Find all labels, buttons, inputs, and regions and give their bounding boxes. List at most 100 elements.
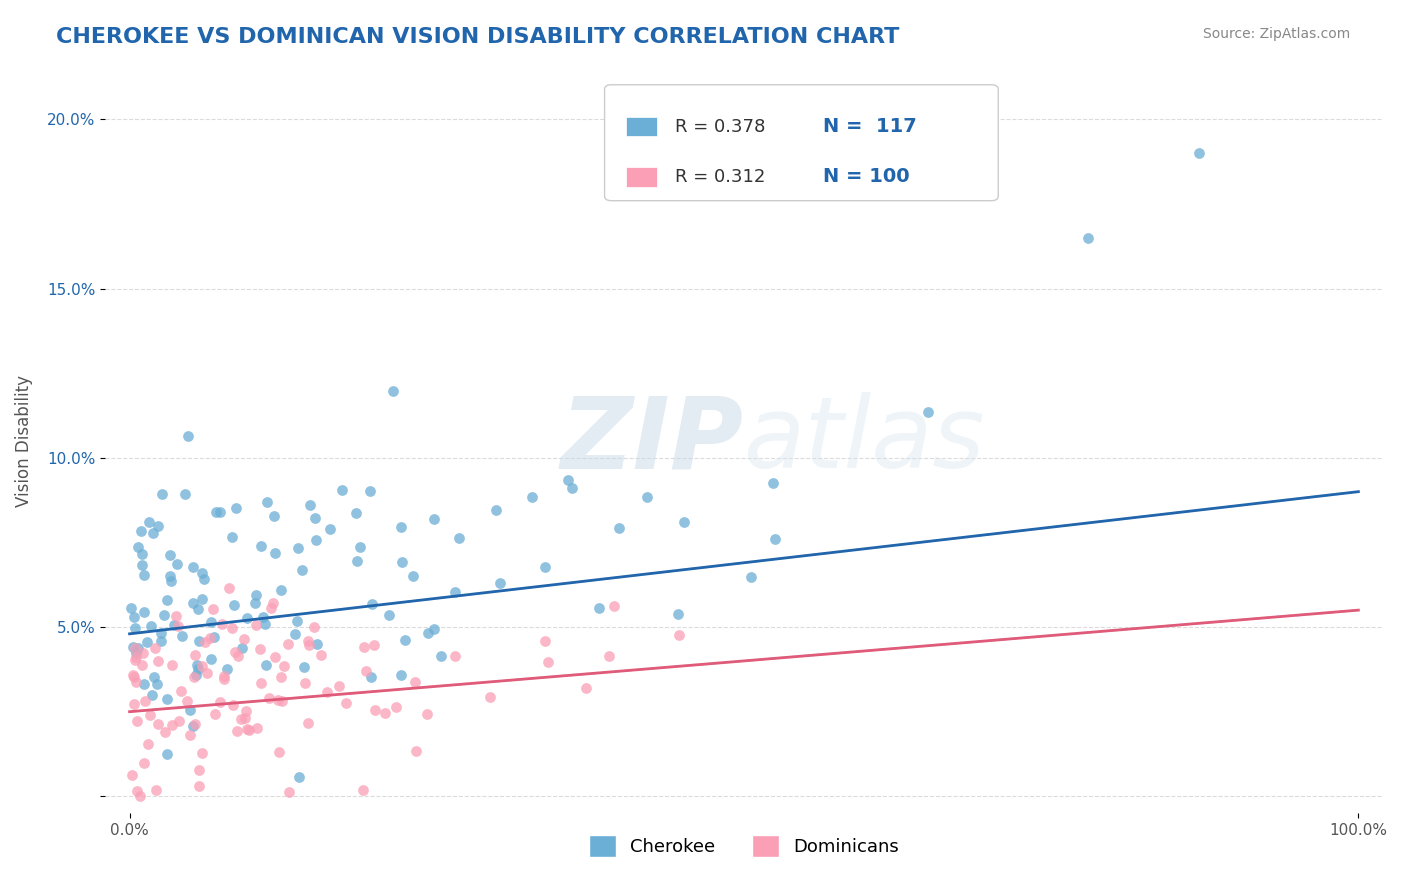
Point	[354, 664, 377, 678]
Point	[534, 633, 557, 648]
Point	[145, 783, 167, 797]
Point	[177, 429, 200, 443]
Point	[423, 622, 446, 636]
Point	[122, 670, 145, 684]
Point	[167, 619, 190, 633]
Point	[254, 658, 277, 673]
Point	[225, 500, 247, 515]
Point	[146, 677, 169, 691]
Point	[256, 495, 278, 509]
Point	[479, 690, 502, 705]
Point	[212, 672, 235, 686]
Point	[146, 654, 169, 668]
Point	[233, 632, 256, 646]
Point	[1188, 146, 1211, 161]
Point	[444, 648, 467, 663]
Point	[187, 662, 209, 676]
Point	[221, 530, 243, 544]
Point	[221, 621, 243, 635]
Point	[132, 568, 155, 582]
Point	[170, 684, 193, 698]
Text: R = 0.378: R = 0.378	[675, 118, 765, 136]
Point	[305, 637, 328, 651]
Point	[127, 640, 149, 655]
Point	[166, 557, 188, 571]
Text: atlas: atlas	[744, 392, 986, 490]
Point	[288, 770, 311, 784]
Point	[346, 554, 368, 568]
Point	[561, 481, 583, 495]
Point	[385, 700, 408, 714]
Point	[125, 675, 148, 690]
Point	[193, 635, 215, 649]
Point	[188, 780, 211, 794]
Text: CHEROKEE VS DOMINICAN VISION DISABILITY CORRELATION CHART: CHEROKEE VS DOMINICAN VISION DISABILITY …	[56, 27, 900, 46]
Point	[131, 558, 153, 573]
Point	[740, 570, 762, 584]
Point	[146, 716, 169, 731]
Point	[187, 602, 209, 616]
Point	[202, 602, 225, 616]
Point	[363, 639, 385, 653]
Point	[485, 503, 508, 517]
Point	[309, 648, 332, 662]
Point	[304, 619, 326, 633]
Legend: Cherokee, Dominicans: Cherokee, Dominicans	[582, 827, 907, 863]
Point	[181, 719, 204, 733]
Point	[156, 747, 179, 761]
Point	[139, 619, 162, 633]
Point	[236, 722, 259, 736]
Point	[533, 559, 555, 574]
Point	[292, 660, 315, 674]
Point	[360, 670, 382, 684]
Point	[391, 555, 413, 569]
Point	[184, 717, 207, 731]
Point	[418, 626, 440, 640]
Point	[162, 618, 184, 632]
Point	[359, 484, 381, 499]
Point	[246, 722, 269, 736]
Point	[191, 566, 214, 580]
Point	[146, 519, 169, 533]
Point	[125, 650, 148, 665]
Point	[183, 670, 205, 684]
Point	[603, 599, 626, 613]
Point	[181, 596, 204, 610]
Point	[304, 511, 326, 525]
Point	[190, 746, 212, 760]
Point	[353, 640, 375, 654]
Point	[134, 605, 156, 619]
Point	[335, 696, 357, 710]
Point	[245, 588, 267, 602]
Point	[176, 694, 198, 708]
Point	[328, 679, 350, 693]
Point	[264, 546, 287, 560]
Point	[169, 714, 191, 728]
Point	[224, 645, 246, 659]
Point	[298, 638, 321, 652]
Point	[172, 629, 194, 643]
Point	[124, 652, 146, 666]
Point	[141, 688, 163, 702]
Point	[143, 640, 166, 655]
Point	[319, 522, 342, 536]
Point	[391, 520, 413, 534]
Point	[762, 475, 785, 490]
Point	[186, 668, 208, 682]
Point	[131, 658, 153, 673]
Point	[211, 616, 233, 631]
Point	[575, 681, 598, 695]
Y-axis label: Vision Disability: Vision Disability	[15, 375, 32, 507]
Point	[1077, 231, 1099, 245]
Point	[636, 490, 658, 504]
Point	[287, 541, 309, 555]
Point	[263, 650, 285, 665]
Point	[250, 676, 273, 690]
Text: R = 0.312: R = 0.312	[675, 168, 765, 186]
Point	[394, 633, 416, 648]
Point	[277, 637, 299, 651]
Point	[134, 756, 156, 770]
Point	[179, 703, 201, 717]
Point	[443, 585, 465, 599]
Point	[125, 714, 148, 728]
